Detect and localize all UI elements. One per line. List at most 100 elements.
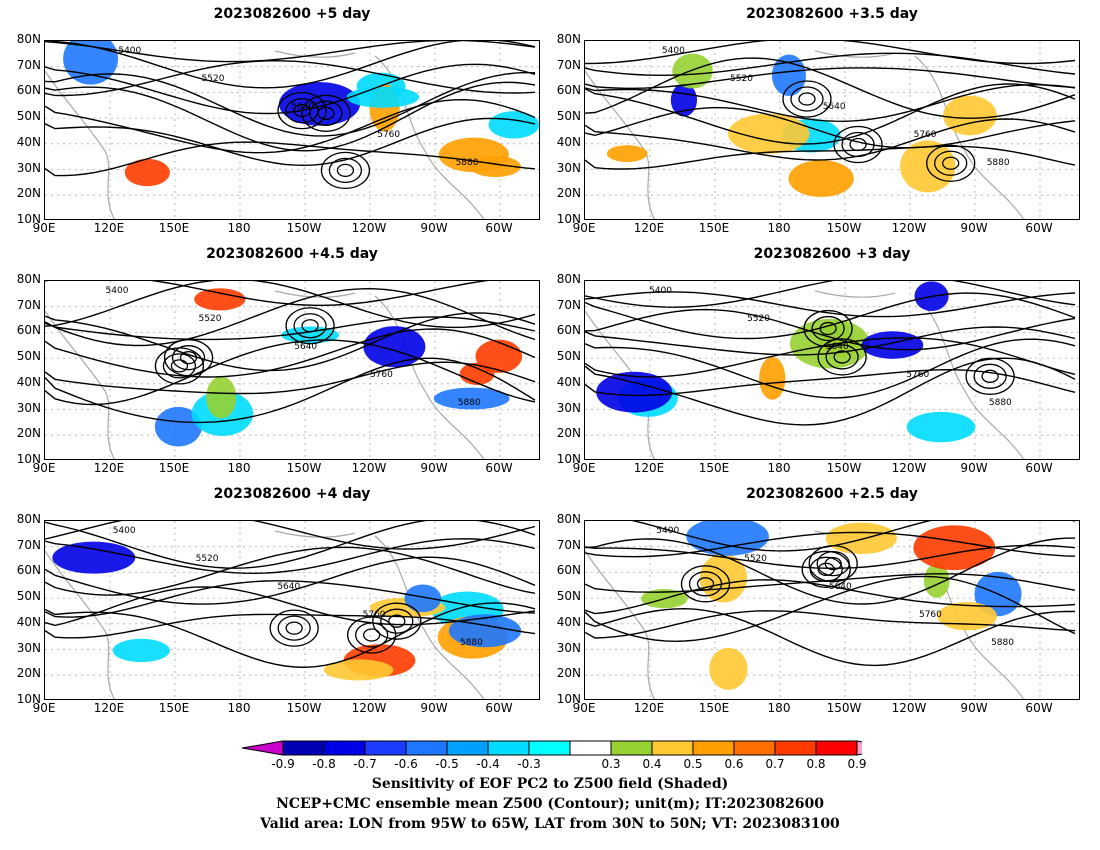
- contour-ring: [934, 150, 968, 176]
- contour-line: [45, 71, 536, 137]
- lon-tick-label: 180: [227, 221, 251, 235]
- map-panel: 5400 5520 5640 5760 5880: [584, 40, 1080, 220]
- shaded-region: [323, 659, 394, 681]
- contour-line: [585, 83, 1076, 123]
- lon-tick-label: 90E: [32, 461, 56, 475]
- contour-line: [585, 337, 1076, 378]
- contour-ring: [808, 544, 858, 583]
- lon-tick-label: 60W: [485, 461, 513, 475]
- lat-tick-label: 40N: [556, 134, 581, 149]
- lon-tick-label: 60W: [1025, 701, 1053, 715]
- contour-line: [45, 556, 536, 605]
- contour-label: 5400: [106, 286, 129, 296]
- lon-tick-label: 90E: [572, 701, 596, 715]
- colorbar-cell: [446, 740, 489, 756]
- lat-tick-label: 60N: [556, 83, 581, 98]
- lon-tick-label: 90W: [960, 221, 988, 235]
- shaded-region: [670, 83, 698, 117]
- contour-ring: [355, 622, 389, 648]
- contour-label: 5640: [277, 582, 300, 592]
- contour-label: 5520: [196, 554, 219, 564]
- lon-tick-label: 150W: [826, 701, 862, 715]
- lon-tick-label: 120W: [351, 701, 387, 715]
- lat-tick-label: 50N: [16, 589, 41, 604]
- colorbar-cell: [692, 740, 735, 756]
- contour-line: [45, 580, 536, 618]
- contour-ring: [320, 151, 371, 190]
- colorbar-tick-label: 0.5: [683, 757, 703, 771]
- map-panel: 5400 5520 5640 5760 5880: [44, 40, 540, 220]
- contour-line: [45, 98, 536, 154]
- contour-label: 5880: [456, 158, 479, 168]
- contour-label: 5520: [199, 314, 222, 324]
- contour-label: 5760: [370, 370, 393, 380]
- contour-line: [45, 41, 536, 63]
- contour-line: [585, 67, 1076, 89]
- colorbar-tick-label: 0.8: [806, 757, 826, 771]
- lon-tick-label: 120E: [93, 221, 125, 235]
- shaded-region: [943, 95, 997, 136]
- colorbar-cell: [733, 740, 776, 756]
- contour-line: [585, 544, 1076, 570]
- contour-line: [585, 291, 1076, 318]
- lon-tick-label: 150E: [158, 461, 190, 475]
- colorbar-tick-label: 0.4: [642, 757, 662, 771]
- contour-ring: [803, 309, 853, 348]
- contour-line: [45, 357, 536, 424]
- lat-tick-label: 70N: [556, 57, 581, 72]
- contour-line: [585, 118, 1076, 161]
- contour-line: [45, 41, 536, 89]
- lat-tick-label: 80N: [16, 272, 41, 286]
- contour-ring: [817, 338, 867, 376]
- lon-tick-label: 150W: [286, 221, 322, 235]
- colorbar-cell: [364, 740, 407, 756]
- lat-tick-label: 30N: [556, 160, 581, 175]
- shaded-region: [596, 371, 673, 413]
- lat-tick-label: 20N: [16, 426, 41, 441]
- contour-ring: [363, 628, 381, 642]
- lon-tick-label: 90W: [420, 221, 448, 235]
- lat-tick-label: 80N: [16, 512, 41, 526]
- colorbar-cell: [323, 740, 366, 756]
- contour-ring: [269, 609, 319, 647]
- contour-line: [45, 141, 536, 177]
- shaded-region: [759, 357, 786, 400]
- contour-ring: [833, 125, 883, 164]
- contour-label: 5640: [823, 102, 846, 112]
- contour-ring: [965, 357, 1015, 395]
- shaded-region: [404, 584, 442, 613]
- contour-line: [585, 41, 1076, 65]
- shaded-region: [788, 160, 854, 198]
- lat-tick-label: 40N: [556, 374, 581, 389]
- contour-line: [45, 63, 536, 115]
- colorbar-cell: [651, 740, 694, 756]
- lon-tick-label: 150E: [158, 701, 190, 715]
- lat-tick-label: 10N: [16, 211, 41, 226]
- contour-line: [585, 292, 1076, 340]
- contour-line: [585, 338, 1076, 399]
- contour-line: [585, 537, 1076, 605]
- lat-tick-label: 70N: [16, 537, 41, 552]
- shaded-region: [52, 541, 136, 574]
- lat-tick-label: 30N: [16, 160, 41, 175]
- contour-ring: [849, 137, 867, 152]
- colorbar-cell: [610, 740, 653, 756]
- contour-label: 5640: [829, 582, 852, 592]
- lon-tick-label: 150E: [698, 461, 730, 475]
- shaded-region: [906, 411, 976, 443]
- shaded-region: [923, 563, 950, 598]
- coastline: [914, 55, 1025, 219]
- lon-tick-label: 150E: [158, 221, 190, 235]
- lat-tick-label: 20N: [16, 186, 41, 201]
- contour-line: [45, 328, 536, 378]
- contour-label: 5520: [747, 314, 770, 324]
- contour-label: 5400: [649, 286, 672, 296]
- shaded-region: [488, 111, 539, 139]
- contour-line: [45, 117, 536, 167]
- colorbar-tick-label: -0.9: [271, 757, 295, 771]
- lat-tick-label: 20N: [556, 426, 581, 441]
- lat-tick-label: 30N: [16, 400, 41, 415]
- lat-tick-label: 80N: [556, 512, 581, 526]
- colorbar-tick-label: 0.3: [601, 757, 621, 771]
- coastline: [374, 295, 485, 459]
